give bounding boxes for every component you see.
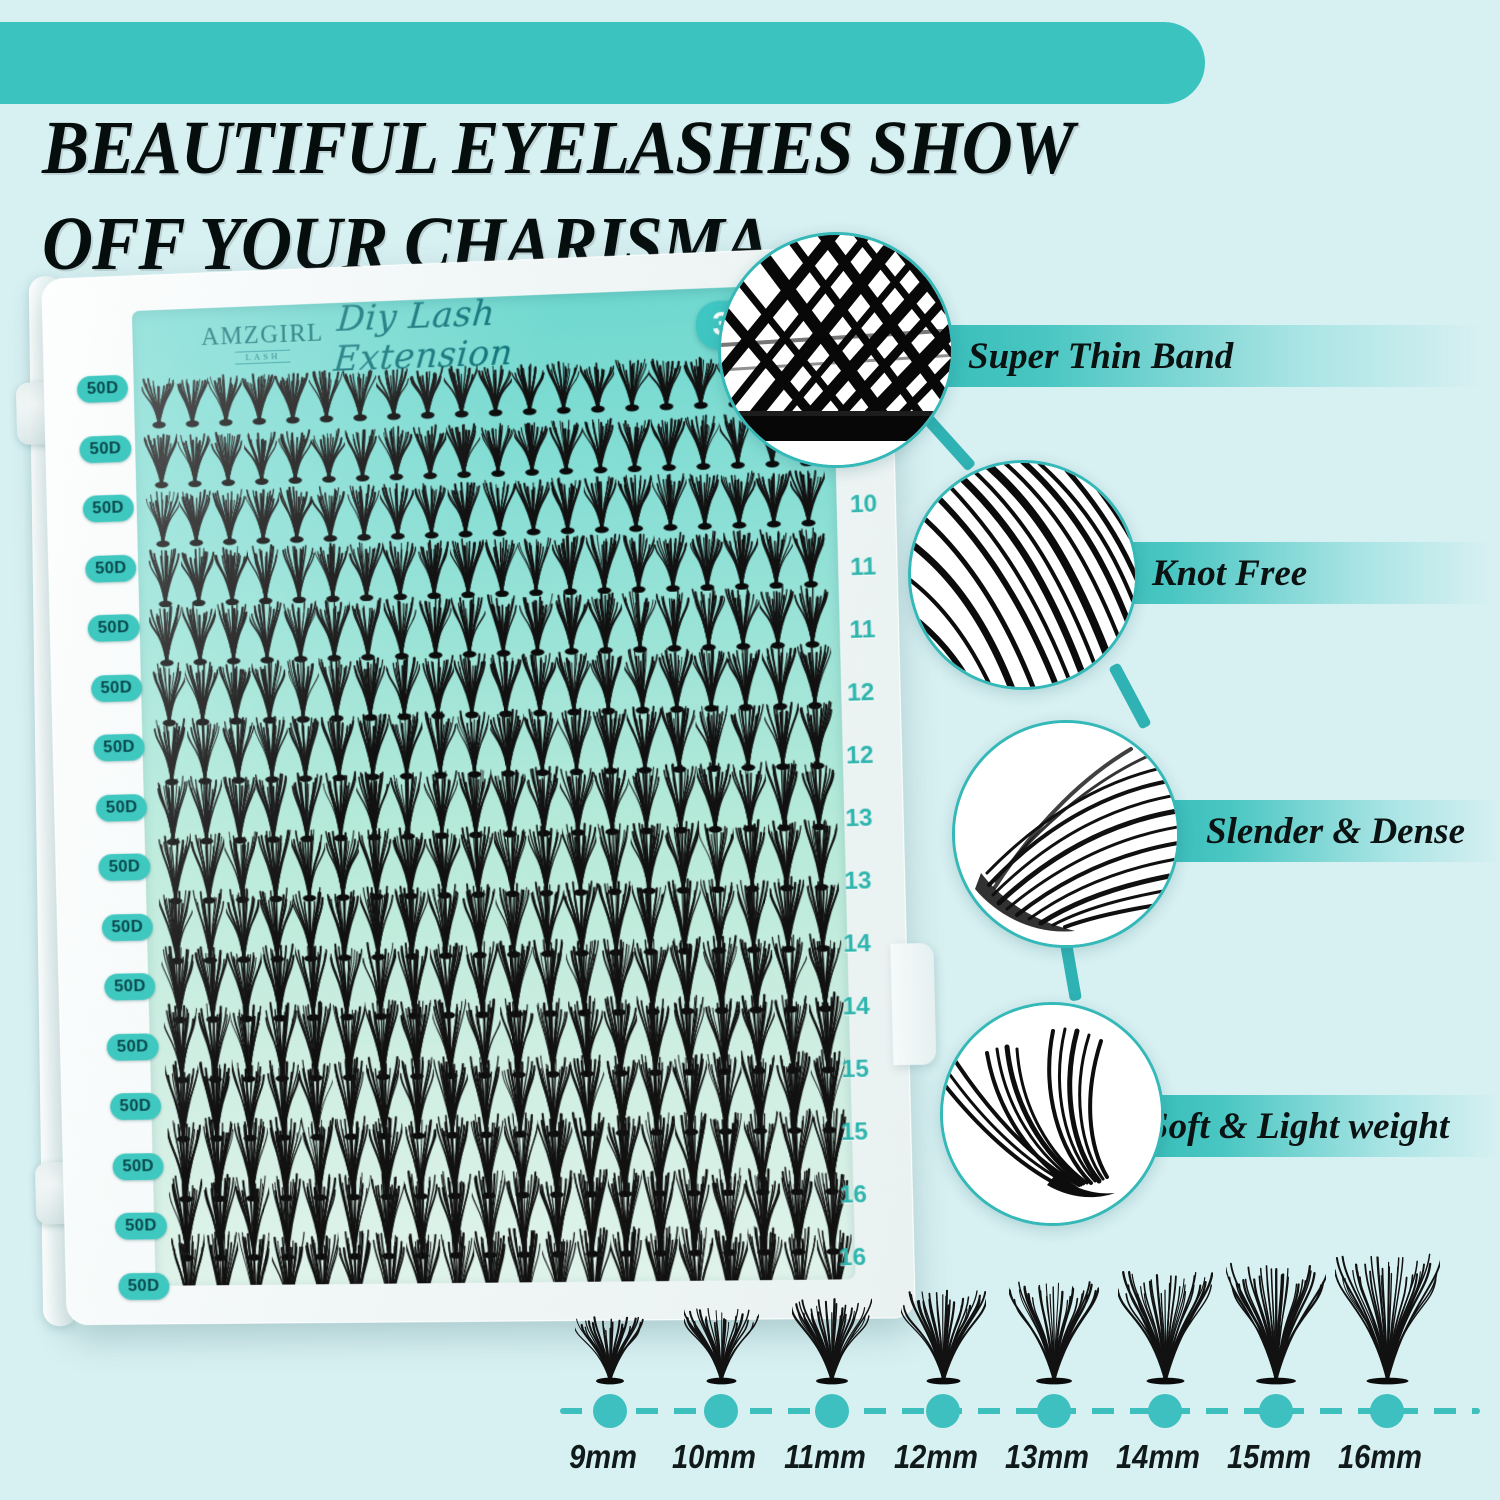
headline-line-2: OFF YOUR CHARISMA. xyxy=(42,202,788,286)
length-marker: 15 xyxy=(841,1055,870,1084)
feature-label-1: Super Thin Band xyxy=(968,335,1234,377)
size-scale-dot xyxy=(704,1394,738,1428)
density-badge: 50D xyxy=(98,853,151,882)
lash-row xyxy=(135,408,836,489)
length-marker: 13 xyxy=(843,867,872,896)
lash-tray: AMZGIRL LASH Diy Lash Extension 320 PCS xyxy=(5,241,937,1353)
density-badge: 50D xyxy=(101,913,154,941)
size-label: 12mm xyxy=(894,1438,978,1475)
lash-cluster-sample xyxy=(899,1288,988,1390)
length-marker: 12 xyxy=(845,741,874,770)
size-scale-dot xyxy=(1370,1394,1404,1428)
size-label: 15mm xyxy=(1227,1438,1311,1475)
density-badge: 50D xyxy=(112,1152,165,1180)
size-scale-dashed-line xyxy=(560,1408,1480,1414)
density-badge: 50D xyxy=(76,374,129,404)
size-label: 10mm xyxy=(672,1438,756,1475)
lash-row xyxy=(133,350,834,430)
density-badge: 50D xyxy=(109,1092,162,1121)
lash-cluster-sample xyxy=(1007,1279,1100,1390)
brand-logo: AMZGIRL LASH xyxy=(200,318,325,365)
connector-line-2 xyxy=(1108,662,1152,730)
size-label: 13mm xyxy=(1005,1438,1089,1475)
feature-label-4: Soft & Light weight xyxy=(1148,1105,1450,1147)
size-label: 9mm xyxy=(569,1438,637,1475)
length-marker: 10 xyxy=(849,490,878,519)
size-scale-clusters xyxy=(560,1240,1480,1390)
size-scale: 9mm 10mm 11mm 12mm 13mm 14mm 15mm 16mm xyxy=(560,1240,1480,1490)
size-scale-dot xyxy=(1037,1394,1071,1428)
length-marker: 11 xyxy=(849,553,877,582)
lash-row xyxy=(152,1106,854,1203)
density-badge: 50D xyxy=(114,1212,167,1240)
density-badge: 50D xyxy=(87,613,140,643)
tray-interior: AMZGIRL LASH Diy Lash Extension 320 PCS xyxy=(131,283,856,1286)
lash-cluster-sample xyxy=(1333,1252,1443,1390)
lash-cluster-sample xyxy=(790,1297,873,1390)
lash-cluster-sample xyxy=(681,1306,759,1390)
length-marker: 12 xyxy=(846,678,875,707)
density-badge: 50D xyxy=(84,554,137,583)
lash-fan-closeup-icon xyxy=(952,720,1180,948)
density-badge: 50D xyxy=(104,972,156,1001)
lash-row xyxy=(138,524,839,608)
lash-row xyxy=(154,1222,855,1286)
density-badge: 50D xyxy=(79,434,132,463)
size-scale-dot xyxy=(926,1394,960,1428)
brand-name: AMZGIRL xyxy=(200,318,325,351)
size-label: 11mm xyxy=(784,1438,866,1475)
brand-subtitle: LASH xyxy=(235,349,291,365)
density-badge: 50D xyxy=(90,673,143,702)
size-scale-dot xyxy=(815,1394,849,1428)
lash-cluster-grid xyxy=(133,350,855,1286)
headline-line-1: BEAUTIFUL EYELASHES SHOW xyxy=(42,106,1075,190)
length-marker: 13 xyxy=(844,804,873,833)
size-scale-dot xyxy=(1259,1394,1293,1428)
feature-label-2: Knot Free xyxy=(1152,552,1308,594)
lash-cluster-sample xyxy=(1225,1261,1330,1390)
tray-shell: AMZGIRL LASH Diy Lash Extension 320 PCS xyxy=(41,244,937,1326)
length-marker: 15 xyxy=(840,1118,869,1146)
lash-row xyxy=(143,757,844,846)
length-marker: 11 xyxy=(849,615,876,645)
lash-row xyxy=(140,641,841,727)
density-badge: 50D xyxy=(93,733,145,762)
lash-row xyxy=(142,699,843,787)
lash-cluster-sample xyxy=(1115,1270,1213,1390)
lash-cluster-sample xyxy=(573,1315,645,1390)
page-title: BEAUTIFUL EYELASHES SHOW OFF YOUR CHARIS… xyxy=(42,16,1214,376)
lash-row xyxy=(136,466,837,548)
size-label: 14mm xyxy=(1116,1438,1200,1475)
length-marker: 16 xyxy=(839,1181,868,1209)
density-badge: 50D xyxy=(117,1272,170,1300)
size-scale-dot xyxy=(593,1394,627,1428)
length-marker: 14 xyxy=(842,992,871,1021)
lash-curl-closeup-icon xyxy=(940,1002,1164,1226)
headline-banner xyxy=(0,22,1205,104)
tray-side-tab xyxy=(890,942,937,1066)
lash-row xyxy=(139,583,840,668)
lash-strands-closeup-icon xyxy=(908,460,1138,690)
density-badge: 50D xyxy=(95,793,148,822)
size-label: 16mm xyxy=(1338,1438,1422,1475)
feature-label-3: Slender & Dense xyxy=(1206,810,1465,852)
density-badge: 50D xyxy=(106,1032,159,1061)
length-marker: 14 xyxy=(843,929,872,958)
size-scale-dot xyxy=(1148,1394,1182,1428)
lash-band-closeup-icon xyxy=(718,232,954,468)
density-badge: 50D xyxy=(82,494,135,523)
